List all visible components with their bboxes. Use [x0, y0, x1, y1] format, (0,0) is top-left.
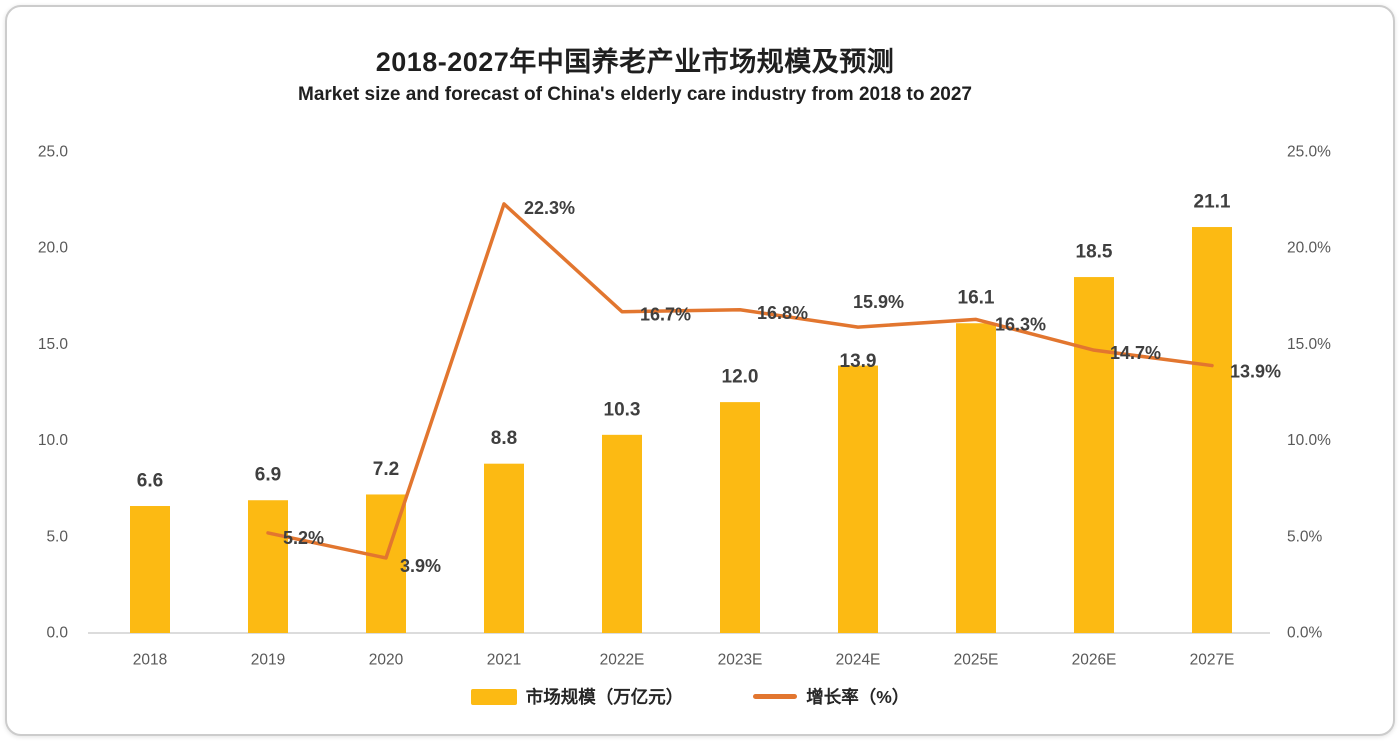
bar-value-label-2021: 8.8 [491, 428, 517, 449]
growth-value-label-2021: 22.3% [524, 198, 575, 218]
bar-2022E [602, 434, 642, 633]
bar-2027E [1192, 227, 1232, 633]
y-axis-tick-left: 15.0 [38, 336, 69, 353]
chart-title: 2018-2027年中国养老产业市场规模及预测 [375, 47, 895, 77]
x-axis-label-2027E: 2027E [1190, 652, 1235, 669]
bar-2023E [720, 402, 760, 633]
bar-value-label-2022E: 10.3 [604, 399, 641, 420]
growth-value-label-2027E: 13.9% [1230, 362, 1281, 382]
legend-label-market-size: 市场规模（万亿元） [525, 687, 684, 707]
x-axis-label-2021: 2021 [487, 652, 521, 669]
bar-value-label-2024E: 13.9 [840, 351, 877, 372]
y-axis-tick-right: 20.0% [1287, 240, 1331, 257]
x-axis-label-2022E: 2022E [600, 652, 645, 669]
y-axis-tick-right: 15.0% [1287, 336, 1331, 353]
y-axis-tick-left: 25.0 [38, 144, 69, 161]
legend-label-growth-rate: 增长率（%） [806, 687, 910, 707]
bar-2024E [838, 365, 878, 633]
bar-value-label-2018: 6.6 [137, 471, 163, 492]
legend-item-market-size: 市场规模（万亿元） [470, 684, 684, 709]
bar-2025E [956, 323, 996, 633]
legend-item-growth-rate: 增长率（%） [753, 684, 909, 709]
chart-header: 2018-2027年中国养老产业市场规模及预测 Market size and … [0, 40, 1270, 106]
x-axis-label-2026E: 2026E [1072, 652, 1117, 669]
growth-rate-line [266, 202, 1214, 560]
y-axis-tick-right: 5.0% [1287, 528, 1323, 545]
x-axis-label-2024E: 2024E [836, 652, 881, 669]
y-axis-tick-left: 20.0 [38, 240, 69, 257]
x-axis-label-2019: 2019 [251, 652, 285, 669]
y-axis-tick-left: 0.0 [46, 625, 68, 642]
x-axis-label-2025E: 2025E [954, 652, 999, 669]
growth-value-label-2023E: 16.8% [757, 303, 808, 323]
bar-value-label-2023E: 12.0 [722, 367, 759, 388]
y-axis-tick-right: 10.0% [1287, 432, 1331, 449]
x-axis-label-2023E: 2023E [718, 652, 763, 669]
x-axis-label-2020: 2020 [369, 652, 404, 669]
chart-legend: 市场规模（万亿元） 增长率（%） [0, 684, 1380, 709]
bar-2019 [248, 500, 288, 633]
y-axis-tick-right: 0.0% [1287, 625, 1323, 642]
bar-value-label-2026E: 18.5 [1076, 242, 1113, 263]
bar-value-label-2019: 6.9 [255, 465, 281, 486]
bar-series-swatch-icon [470, 688, 517, 705]
bar-value-label-2025E: 16.1 [958, 288, 995, 309]
growth-value-label-2022E: 16.7% [640, 305, 691, 325]
growth-value-label-2020: 3.9% [400, 556, 441, 576]
chart-card [5, 5, 1395, 736]
growth-value-label-2024E: 15.9% [853, 292, 904, 312]
growth-value-label-2019: 5.2% [283, 528, 324, 548]
bar-2018 [130, 506, 170, 633]
bar-value-label-2020: 7.2 [373, 459, 399, 480]
bar-2021 [484, 463, 524, 633]
y-axis-tick-right: 25.0% [1287, 144, 1331, 161]
y-axis-tick-left: 10.0 [38, 432, 69, 449]
bar-value-label-2027E: 21.1 [1194, 192, 1231, 213]
bar-2026E [1074, 277, 1114, 633]
y-axis-tick-left: 5.0 [46, 528, 68, 545]
growth-value-label-2026E: 14.7% [1110, 343, 1161, 363]
line-series-swatch-icon [753, 694, 798, 699]
x-axis-label-2018: 2018 [133, 652, 167, 669]
growth-value-label-2025E: 16.3% [995, 314, 1046, 334]
chart-subtitle: Market size and forecast of China's elde… [298, 84, 972, 105]
